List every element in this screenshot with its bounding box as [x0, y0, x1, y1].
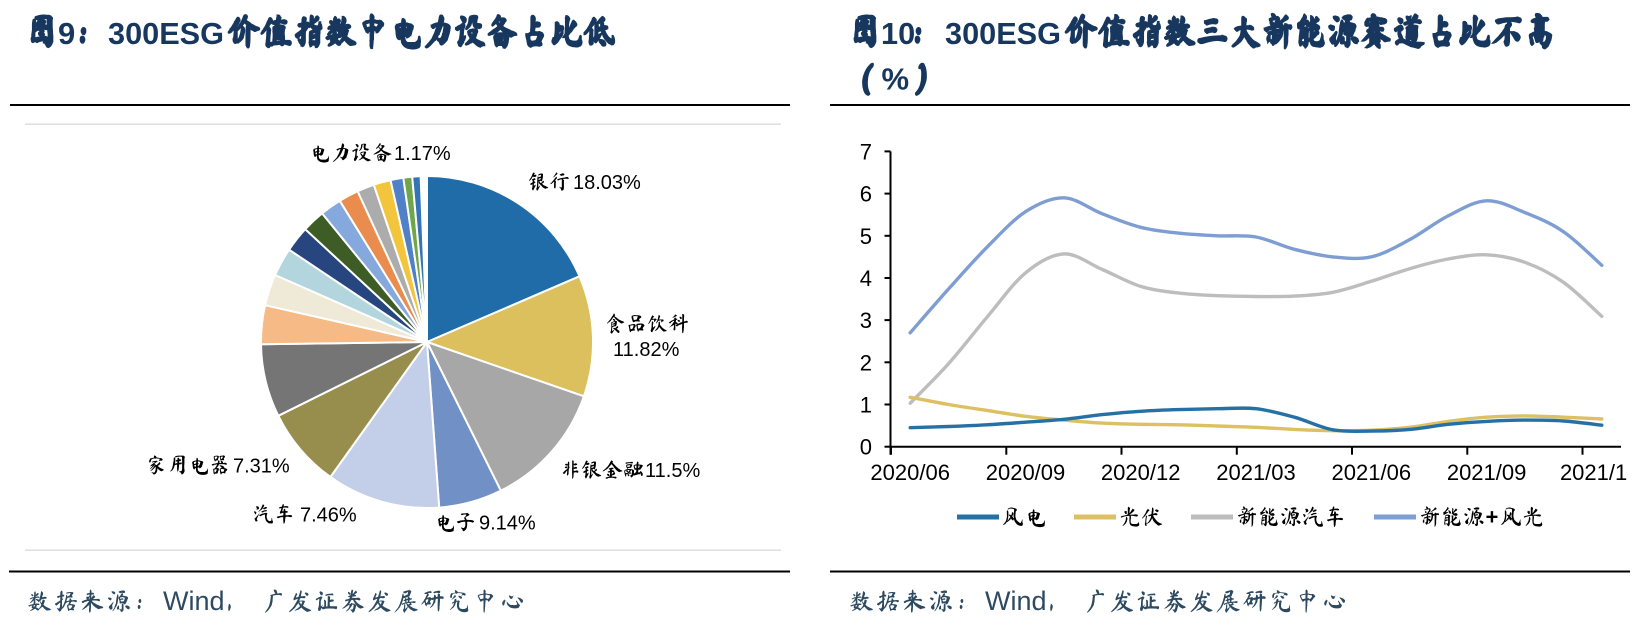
svg-text:2020/06: 2020/06 [870, 460, 950, 485]
svg-text:2020/09: 2020/09 [986, 460, 1066, 485]
svg-text:18.03%: 18.03% [573, 172, 641, 194]
svg-text:2021/09: 2021/09 [1447, 460, 1527, 485]
svg-text:7.31%: 7.31% [233, 455, 290, 477]
svg-text:10: 10 [881, 16, 915, 51]
svg-text:4: 4 [860, 266, 872, 291]
svg-text:300ESG: 300ESG [108, 16, 224, 51]
svg-text:9: 9 [58, 16, 75, 51]
svg-text:1.17%: 1.17% [394, 143, 451, 165]
svg-text:11.5%: 11.5% [645, 460, 700, 482]
svg-text:7: 7 [860, 139, 872, 164]
svg-text:Wind: Wind [985, 586, 1047, 616]
svg-text:Wind: Wind [163, 586, 225, 616]
svg-text:6: 6 [860, 182, 872, 207]
svg-text:0: 0 [860, 435, 872, 460]
svg-text:5: 5 [860, 224, 872, 249]
svg-text:300ESG: 300ESG [945, 16, 1061, 51]
svg-text:2021/03: 2021/03 [1216, 460, 1296, 485]
svg-text:%: % [882, 62, 910, 97]
svg-text:11.82%: 11.82% [613, 339, 680, 361]
svg-text:9.14%: 9.14% [479, 513, 536, 535]
svg-text:+: + [1486, 505, 1499, 530]
svg-text:2021/1: 2021/1 [1560, 460, 1627, 485]
svg-text:2020/12: 2020/12 [1101, 460, 1181, 485]
svg-text:2: 2 [860, 350, 872, 375]
svg-text:1: 1 [860, 393, 872, 418]
svg-text:2021/06: 2021/06 [1332, 460, 1412, 485]
svg-text:3: 3 [860, 308, 872, 333]
svg-text:7.46%: 7.46% [300, 504, 357, 526]
